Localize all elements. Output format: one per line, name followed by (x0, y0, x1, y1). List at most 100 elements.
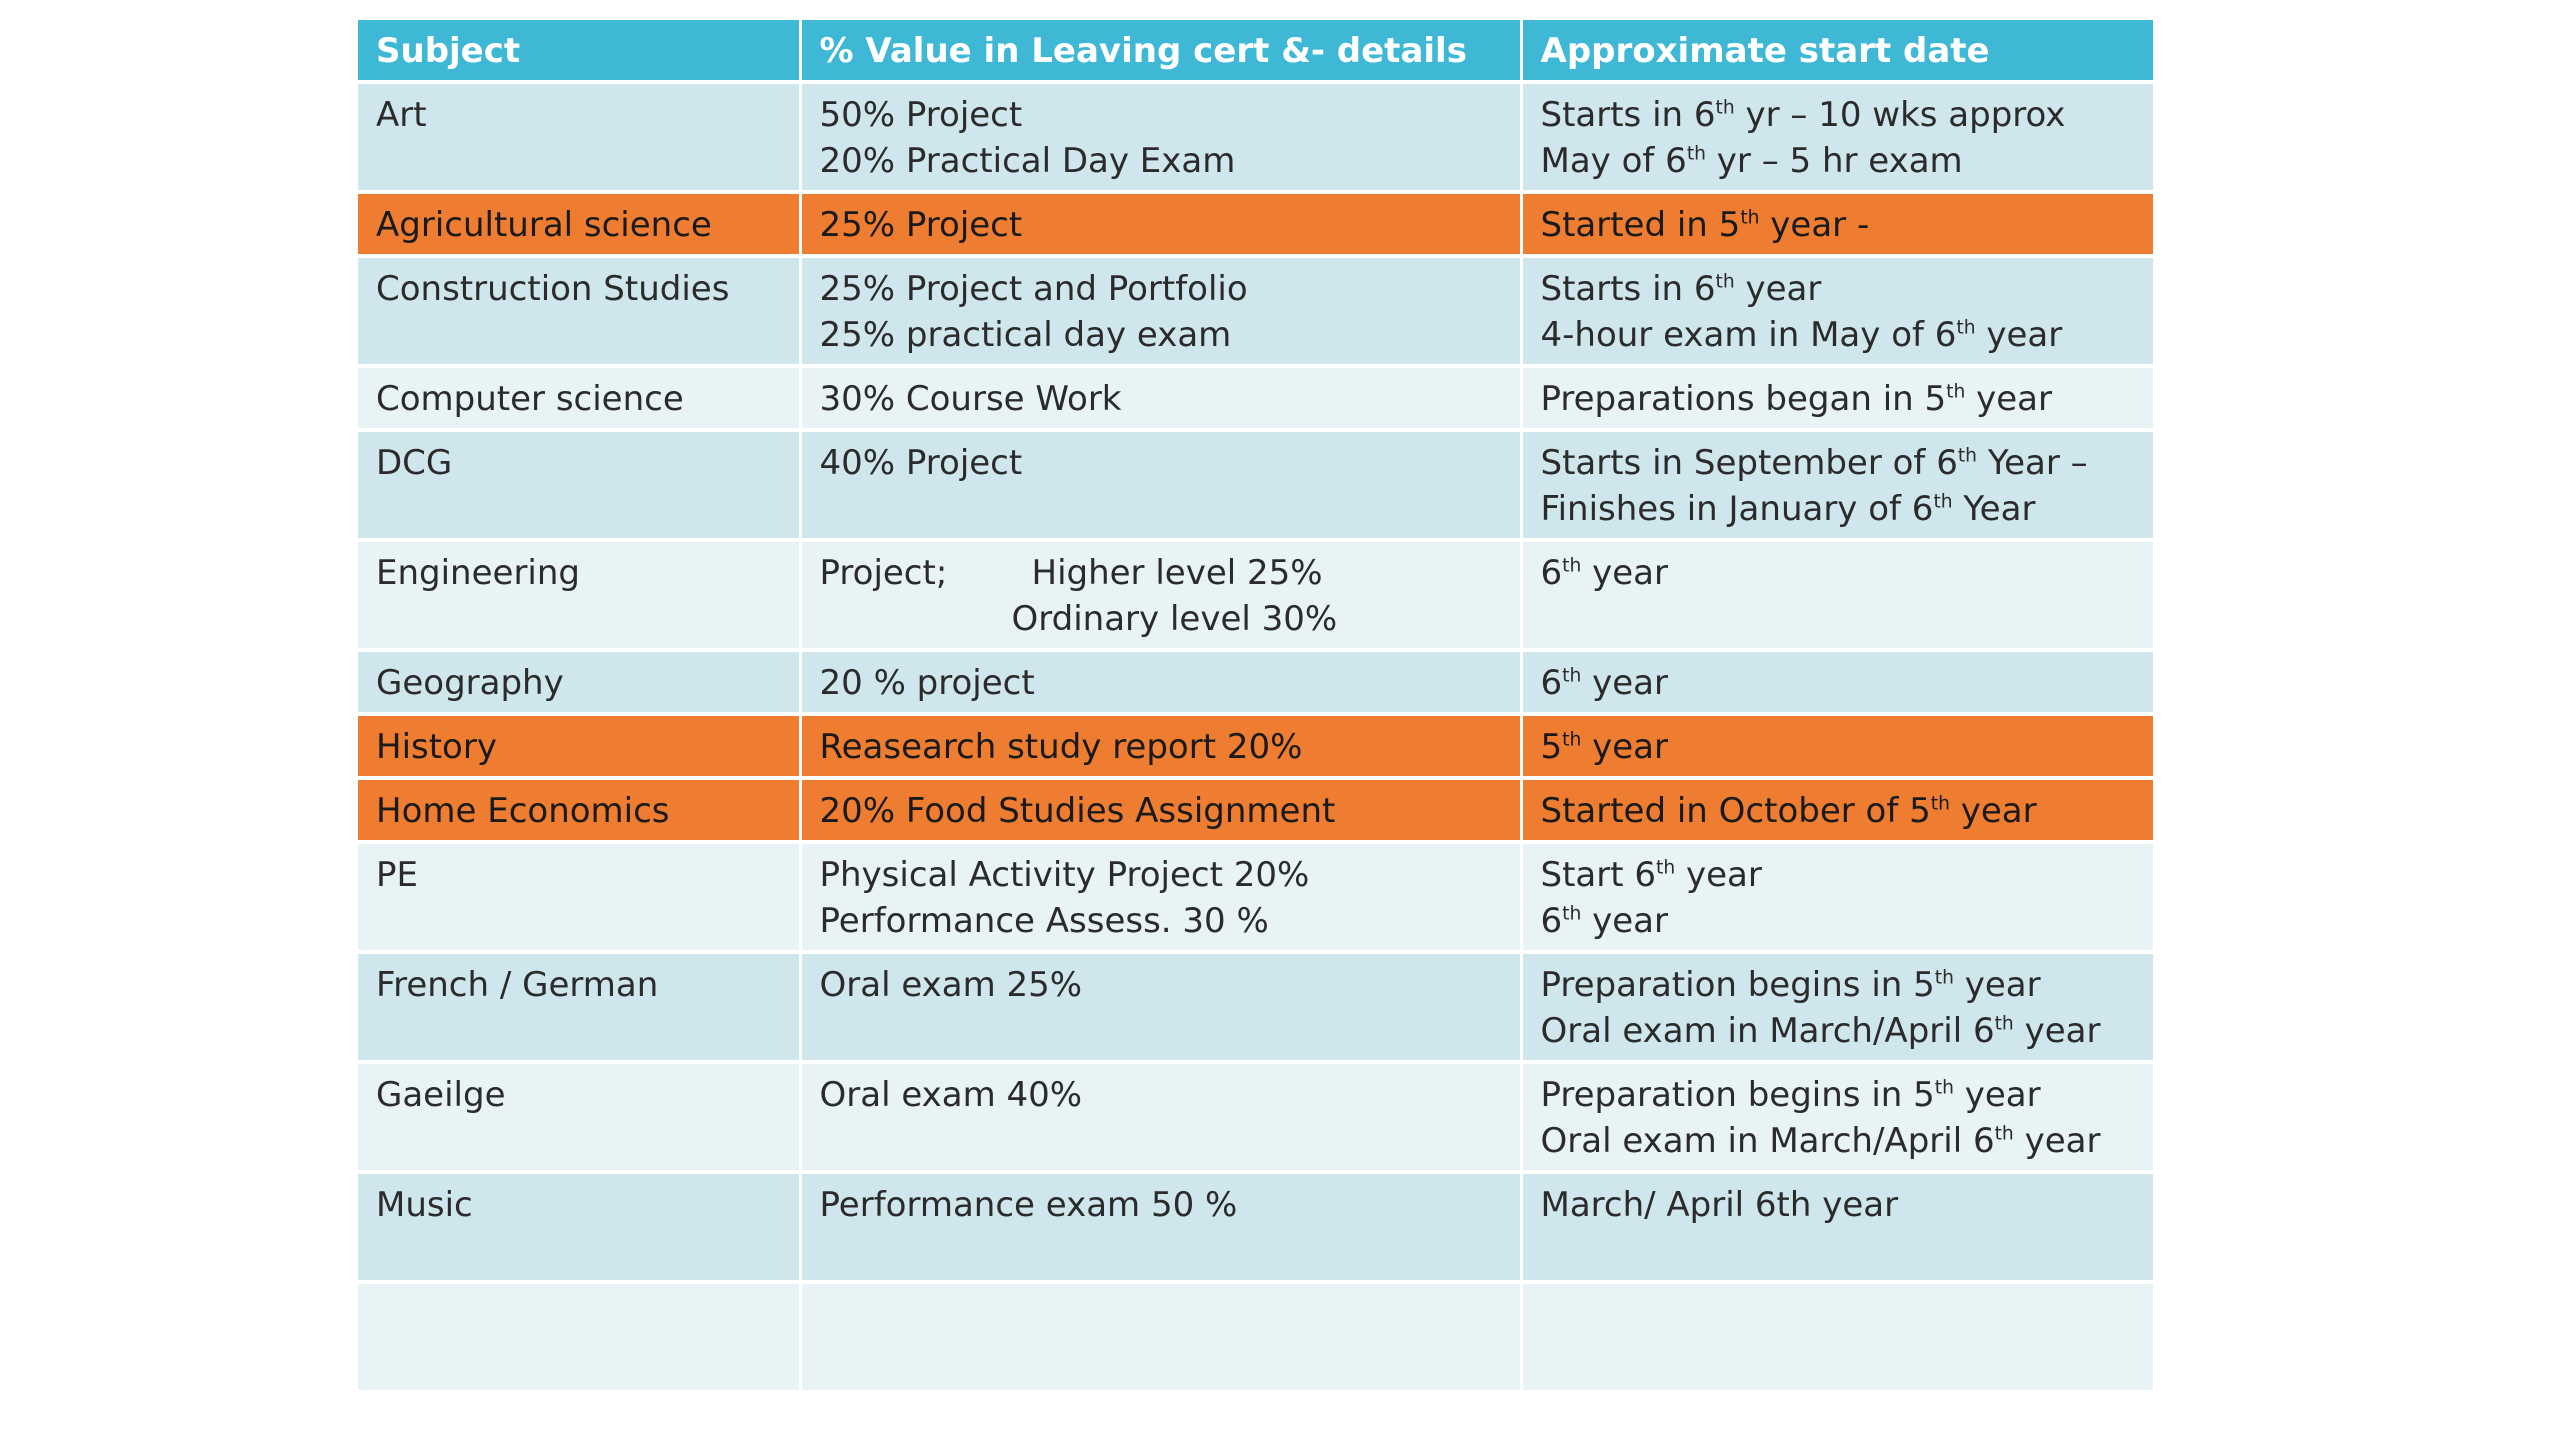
table-row-empty (358, 1282, 2153, 1394)
details-cell: Project; Higher level 25% Ordinary level … (798, 540, 1523, 652)
ordinal-suffix: th (1994, 1013, 2014, 1035)
details-cell: 30% Course Work (798, 366, 1523, 432)
start-line: March/ April 6th year (1540, 1185, 1899, 1225)
subject-cell: Art (358, 82, 802, 194)
start-text: year (1581, 901, 1668, 941)
start-text: Starts in 6 (1540, 269, 1716, 309)
start-text: Start 6 (1540, 855, 1657, 895)
table-row-dcg: DCG 40% Project Starts in September of 6… (358, 430, 2153, 542)
start-cell: Preparations began in 5th year (1519, 366, 2153, 432)
start-cell: 5th year (1519, 714, 2153, 780)
table-row-construction-studies: Construction Studies 25% Project and Por… (358, 256, 2153, 368)
details-text: Higher level 25% (1031, 553, 1323, 593)
start-line: 6th year (1541, 898, 2136, 944)
table-row-french-german: French / German Oral exam 25% Preparatio… (358, 952, 2153, 1064)
details-line: 20% Food Studies Assignment (819, 791, 1336, 831)
subject-cell: Geography (358, 650, 802, 716)
start-line: Preparation begins in 5th year (1541, 962, 2136, 1008)
ordinal-suffix: th (1562, 665, 1582, 687)
ordinal-suffix: th (1715, 271, 1735, 293)
start-text: year (1734, 269, 1822, 309)
leaving-cert-table: Subject % Value in Leaving cert &- detai… (358, 20, 2153, 1394)
table-row-history: History Reasearch study report 20% 5th y… (358, 714, 2153, 780)
start-cell: Starts in 6th yr – 10 wks approx May of … (1519, 82, 2153, 194)
start-text: yr – 5 hr exam (1705, 141, 1963, 181)
start-text: year (1953, 965, 2041, 1005)
details-line: Performance exam 50 % (819, 1185, 1238, 1225)
details-cell: 20 % project (798, 650, 1523, 716)
table-row-pe: PE Physical Activity Project 20% Perform… (358, 842, 2153, 954)
table-row-computer-science: Computer science 30% Course Work Prepara… (358, 366, 2153, 432)
details-line: 40% Project (819, 443, 1023, 483)
header-subject: Subject (358, 20, 802, 84)
start-text: 5 (1540, 727, 1563, 767)
start-text: year (2013, 1011, 2101, 1051)
details-line: 25% Project and Portfolio (819, 269, 1248, 309)
subject-cell: Gaeilge (358, 1062, 802, 1174)
ordinal-suffix: th (1562, 903, 1582, 925)
start-line: Starts in September of 6th Year – (1541, 440, 2136, 486)
details-line: Reasearch study report 20% (819, 727, 1303, 767)
details-cell: 25% Project (798, 192, 1523, 258)
details-line: Physical Activity Project 20% (819, 855, 1310, 895)
details-line: Performance Assess. 30 % (819, 901, 1269, 941)
start-text: Finishes in January of 6 (1540, 489, 1934, 529)
start-line: Start 6th year (1541, 852, 2136, 898)
details-line: Project; Higher level 25% (820, 550, 1502, 596)
details-line: 25% Project (819, 205, 1023, 245)
details-line: 20% Practical Day Exam (819, 141, 1236, 181)
start-text: year (1949, 791, 2037, 831)
start-cell: 6th year (1519, 540, 2153, 652)
details-cell: Reasearch study report 20% (798, 714, 1523, 780)
ordinal-suffix: th (1740, 207, 1760, 229)
empty-cell (798, 1282, 1523, 1394)
details-cell: Physical Activity Project 20% Performanc… (798, 842, 1523, 954)
ordinal-suffix: th (1994, 1123, 2014, 1145)
start-text: Year (1952, 489, 2036, 529)
start-text: Oral exam in March/April 6 (1540, 1011, 1995, 1051)
ordinal-suffix: th (1946, 381, 1966, 403)
start-text: Started in 5 (1540, 205, 1741, 245)
ordinal-suffix: th (1656, 857, 1676, 879)
start-line: May of 6th yr – 5 hr exam (1541, 138, 2136, 184)
start-line: Starts in 6th year (1541, 266, 2136, 312)
start-cell: Started in 5th year - (1519, 192, 2153, 258)
subject-cell: French / German (358, 952, 802, 1064)
start-line: 4-hour exam in May of 6th year (1541, 312, 2136, 358)
start-text: Preparation begins in 5 (1540, 1075, 1935, 1115)
start-cell: Preparation begins in 5th year Oral exam… (1519, 952, 2153, 1064)
start-line: Finishes in January of 6th Year (1541, 486, 2136, 532)
details-cell: Performance exam 50 % (798, 1172, 1523, 1284)
table-row-music: Music Performance exam 50 % March/ April… (358, 1172, 2153, 1284)
start-text: Preparation begins in 5 (1540, 965, 1935, 1005)
ordinal-suffix: th (1934, 967, 1954, 989)
table-row-home-economics: Home Economics 20% Food Studies Assignme… (358, 778, 2153, 844)
table-row-geography: Geography 20 % project 6th year (358, 650, 2153, 716)
details-label: Project; (819, 553, 948, 593)
start-cell: Starts in 6th year 4-hour exam in May of… (1519, 256, 2153, 368)
start-text: Started in October of 5 (1540, 791, 1931, 831)
start-line: Starts in 6th yr – 10 wks approx (1541, 92, 2136, 138)
header-row: Subject % Value in Leaving cert &- detai… (358, 20, 2153, 84)
start-text: year - (1759, 205, 1870, 245)
start-text: May of 6 (1540, 141, 1687, 181)
start-line: Preparation begins in 5th year (1541, 1072, 2136, 1118)
start-line: 6th year (1541, 550, 2136, 596)
details-cell: Oral exam 40% (798, 1062, 1523, 1174)
start-text: Year – (1977, 443, 2088, 483)
start-text: year (1581, 553, 1668, 593)
details-line: 20 % project (819, 663, 1035, 703)
ordinal-suffix: th (1562, 729, 1582, 751)
start-text: 6 (1540, 663, 1563, 703)
start-line: Started in October of 5th year (1541, 788, 2136, 834)
details-line: 30% Course Work (819, 379, 1122, 419)
ordinal-suffix: th (1934, 1077, 1954, 1099)
table-row-gaeilge: Gaeilge Oral exam 40% Preparation begins… (358, 1062, 2153, 1174)
start-text: year (1975, 315, 2063, 355)
details-line: 25% practical day exam (819, 315, 1232, 355)
subject-cell: Home Economics (358, 778, 802, 844)
start-text: 6 (1540, 901, 1563, 941)
start-text: year (1581, 663, 1668, 703)
start-line: Oral exam in March/April 6th year (1541, 1118, 2136, 1164)
ordinal-suffix: th (1930, 793, 1950, 815)
